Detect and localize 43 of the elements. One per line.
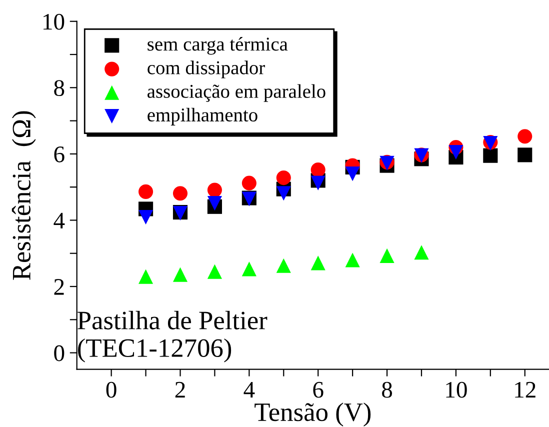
x-axis-title: Tensão (V): [254, 402, 371, 427]
point: [138, 269, 154, 284]
point: [276, 186, 291, 201]
point: [242, 262, 256, 276]
point: [345, 166, 360, 182]
legend-label: sem carga térmica: [148, 36, 288, 55]
point: [242, 176, 256, 190]
x-tick-label: 12: [515, 382, 536, 398]
point: [276, 258, 291, 273]
point: [138, 210, 154, 225]
point: [207, 264, 222, 279]
x-tick-label: 8: [382, 382, 392, 398]
point: [310, 162, 326, 178]
point: [138, 184, 154, 199]
point: [414, 245, 429, 260]
point: [276, 170, 291, 186]
point: [207, 182, 222, 198]
point: [518, 129, 532, 144]
y-tick-label: 8: [54, 80, 64, 96]
legend-label: com dissipador: [148, 60, 265, 78]
annotation: Pastilha de Peltier (TEC1-12706): [78, 310, 268, 362]
point: [380, 248, 394, 263]
x-tick-label: 6: [313, 382, 324, 398]
y-axis-title: Resistência (Ω): [12, 111, 36, 280]
point: [172, 267, 188, 282]
y-tick-label: 0: [54, 345, 64, 362]
y-tick-label: 2: [54, 279, 64, 295]
y-tick-label: 4: [54, 212, 65, 228]
point: [172, 186, 188, 201]
x-tick-label: 2: [175, 382, 185, 398]
x-tick-label: 10: [446, 382, 467, 398]
legend-label: empilhamento: [148, 108, 258, 126]
point: [207, 196, 222, 211]
point: [345, 252, 360, 268]
point: [448, 144, 464, 160]
legend-label: associação em paralelo: [148, 84, 326, 102]
point: [310, 256, 326, 270]
x-tick-label: 4: [244, 382, 255, 398]
point: [483, 148, 498, 163]
x-tick-label: 0: [106, 382, 116, 398]
point: [518, 148, 532, 162]
y-tick-label: 6: [54, 146, 64, 162]
y-tick-label: 10: [44, 14, 64, 30]
